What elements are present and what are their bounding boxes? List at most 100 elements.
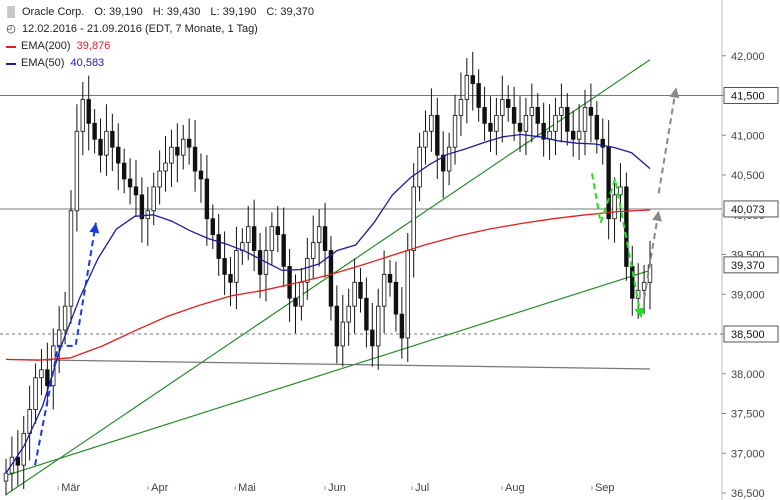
candle-body	[458, 99, 464, 116]
candle-body	[316, 226, 322, 243]
candle-body	[222, 258, 227, 275]
ema200-value: 39,876	[76, 40, 111, 52]
trend-arrow	[643, 210, 660, 299]
trend-line	[5, 358, 651, 370]
candle-body	[92, 122, 97, 140]
candle-body	[39, 369, 44, 379]
candle-body	[470, 75, 475, 84]
candle-body	[127, 178, 133, 188]
clock-icon: ◴	[6, 23, 16, 35]
candle-body	[68, 210, 74, 307]
high-value: 39,430	[166, 6, 201, 18]
candle-body	[423, 130, 428, 148]
candle-body	[381, 273, 387, 307]
candle-body	[553, 114, 558, 132]
candle-body	[3, 472, 9, 482]
chart-legend: ▒ Oracle Corp. O: 39,190 H: 39,430 L: 39…	[4, 4, 314, 72]
candle-body	[198, 170, 204, 180]
candle-body	[588, 107, 594, 116]
candle-body	[535, 107, 540, 124]
ohlc-row: ▒ Oracle Corp. O: 39,190 H: 39,430 L: 39…	[4, 4, 314, 21]
candle-body	[352, 281, 357, 307]
candle-body	[612, 194, 617, 220]
trend-arrow	[657, 87, 678, 194]
candle-body	[441, 154, 446, 172]
candle-body	[600, 138, 605, 148]
candle-body	[618, 186, 623, 196]
candle-body	[630, 266, 635, 299]
legend-ema50: EMA(50) 40,583	[4, 55, 314, 72]
candle-body	[281, 234, 286, 267]
candle-body	[74, 130, 80, 212]
price-box-label: 39,370	[731, 260, 765, 272]
candle-body	[506, 99, 511, 108]
y-tick-label: 42,000	[731, 51, 765, 63]
x-tick-label: Jun	[328, 482, 346, 494]
candle-body	[116, 146, 121, 164]
ema50-name: EMA(50)	[21, 57, 65, 69]
candle-body	[565, 107, 570, 132]
candle-body	[523, 114, 529, 132]
date-range: 12.02.2016 - 21.09.2016 (EDT, 7 Monate, …	[22, 23, 258, 35]
arrow-head	[634, 307, 645, 319]
candle-body	[62, 305, 68, 331]
candle-body	[269, 226, 275, 251]
candle-body	[582, 107, 588, 132]
x-tick-label: Jul	[415, 482, 429, 494]
low-label: L:	[210, 6, 220, 18]
open-value: 39,190	[109, 6, 143, 18]
candle-body	[175, 146, 180, 156]
candle-body	[246, 226, 251, 243]
ema200-line	[5, 209, 651, 361]
candle-body	[45, 369, 50, 387]
candle-body	[110, 130, 115, 148]
candle-body	[257, 250, 263, 275]
candle-body	[358, 281, 363, 299]
candle-body	[559, 107, 564, 116]
candle-body	[157, 170, 162, 188]
candle-body	[204, 178, 210, 220]
candle-body	[322, 226, 328, 251]
trend-arrow	[34, 222, 97, 466]
x-tick-label: Aug	[505, 482, 525, 494]
candle-body	[181, 138, 186, 156]
candle-body	[488, 122, 493, 132]
candle-body	[446, 146, 452, 172]
x-tick-label: Apr	[151, 482, 168, 494]
price-box-label: 40,073	[731, 204, 765, 216]
candle-body	[334, 305, 340, 347]
price-box	[723, 325, 779, 343]
y-tick-label: 41,000	[731, 130, 765, 142]
candle-body	[121, 162, 127, 180]
ema50-value: 40,583	[70, 57, 105, 69]
y-tick-label: 39,000	[731, 289, 765, 301]
candle-body	[435, 114, 440, 156]
candle-body	[328, 250, 334, 307]
ema200-name: EMA(200)	[21, 40, 71, 52]
candle-body	[511, 107, 517, 124]
trend-line	[5, 269, 651, 477]
candle-body	[305, 258, 310, 283]
candle-body	[405, 250, 410, 339]
candle-body	[340, 321, 345, 347]
candle-body	[80, 99, 86, 132]
candle-body	[429, 114, 434, 132]
candle-body	[33, 377, 38, 410]
x-tick-label: Mär	[61, 482, 80, 494]
candle-body	[56, 329, 62, 347]
candle-body	[376, 305, 381, 347]
ema50-swatch	[6, 62, 16, 65]
price-box	[723, 200, 779, 218]
candle-body	[169, 146, 174, 164]
price-box	[723, 87, 779, 104]
close-label: C:	[266, 6, 278, 18]
price-box-label: 38,500	[731, 329, 765, 341]
candle-body	[216, 234, 221, 259]
candle-body	[482, 107, 487, 124]
y-tick-label: 38,000	[731, 369, 765, 381]
ema50-line	[5, 133, 651, 474]
candle-body	[399, 313, 405, 339]
x-tick-label: Mai	[238, 482, 256, 494]
x-tick-label: Sep	[595, 482, 615, 494]
